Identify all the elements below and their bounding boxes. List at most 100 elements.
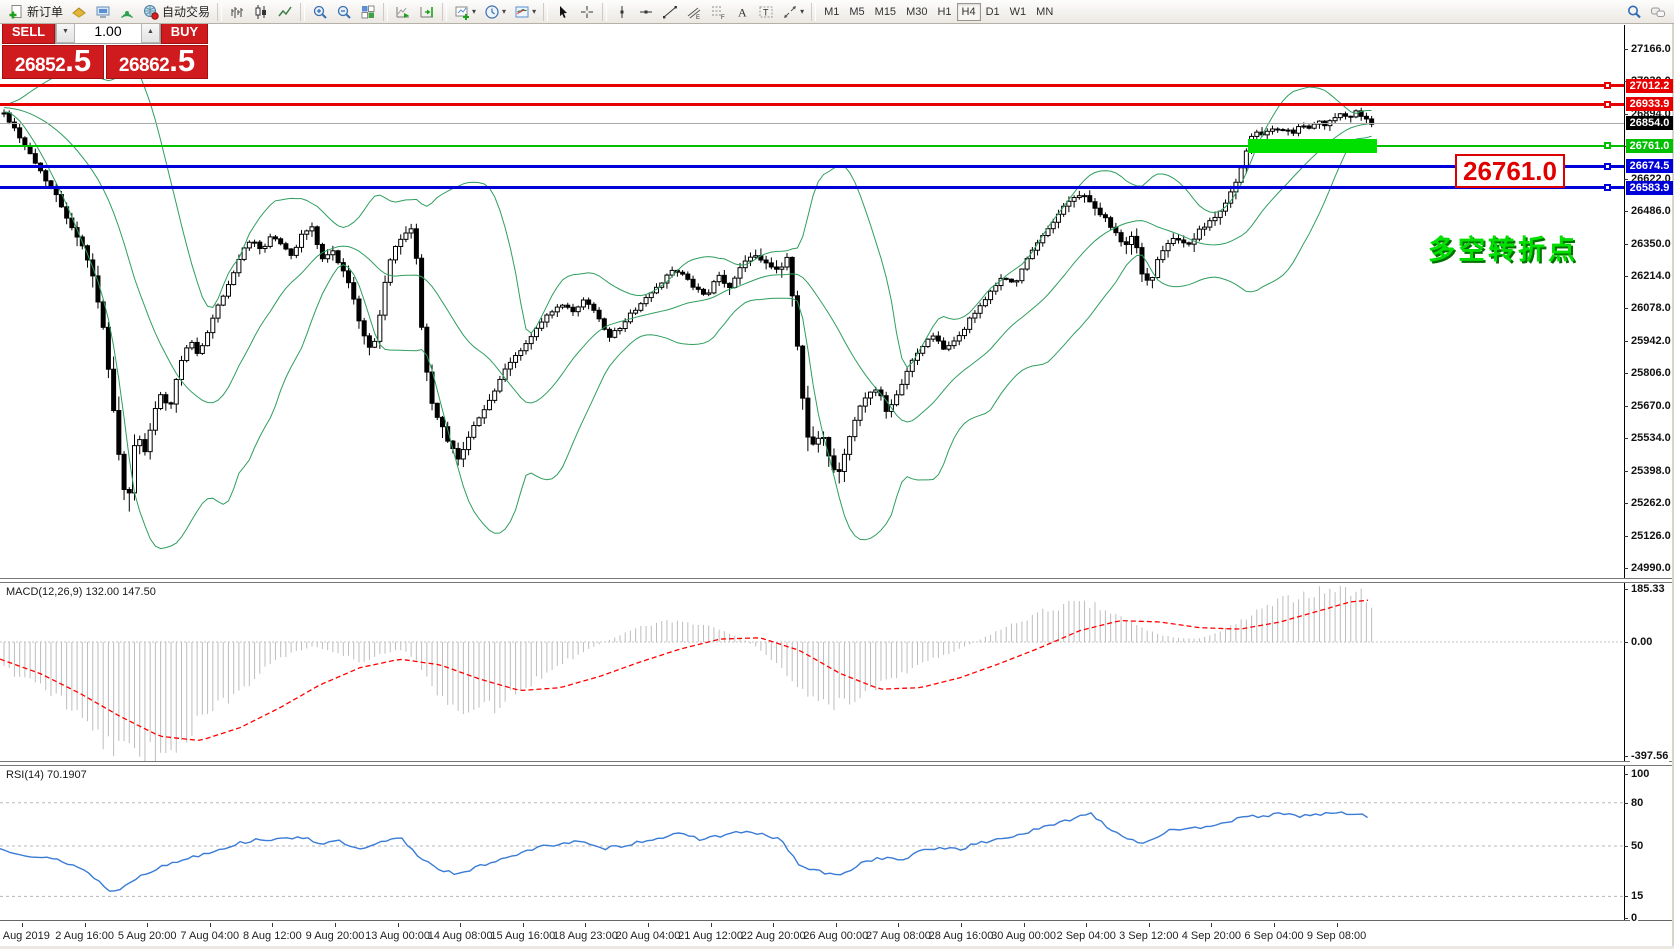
- templates-button[interactable]: ▾: [510, 2, 540, 22]
- candle-body: [147, 429, 153, 453]
- horizontal-line-26583.9[interactable]: [0, 186, 1624, 190]
- candle-body: [1071, 197, 1077, 202]
- candle-body: [1332, 117, 1338, 122]
- candle-body: [476, 417, 482, 427]
- timeframe-m30-button[interactable]: M30: [906, 5, 928, 18]
- time-axis-tick: [1148, 923, 1150, 927]
- separator-main-macd[interactable]: [0, 578, 1674, 583]
- channel-button[interactable]: E: [682, 2, 706, 22]
- tile-windows-button[interactable]: [356, 2, 380, 22]
- candle-chart-button[interactable]: [249, 2, 273, 22]
- candle-body: [1207, 220, 1213, 228]
- timeframe-group: M1 M5 M15 M30 H1 H4 D1 W1 MN: [819, 1, 1058, 23]
- layouts-button[interactable]: [67, 2, 91, 22]
- chart-window[interactable]: 27166.027030.026894.026758.026622.026486…: [0, 25, 1674, 949]
- timeframe-m1-button[interactable]: M1: [824, 5, 840, 18]
- new-order-label: 新订单: [27, 5, 64, 19]
- candle-body: [502, 368, 508, 380]
- templates-caret-icon[interactable]: ▾: [532, 7, 537, 16]
- timeframe-m5-button[interactable]: M5: [849, 5, 865, 18]
- horizontal-line-27012.2[interactable]: [0, 84, 1624, 88]
- text-label-button[interactable]: T: [754, 2, 778, 22]
- timeframe-m15-button[interactable]: M15: [874, 5, 897, 18]
- line-marker[interactable]: [1604, 142, 1611, 150]
- terminal-icon: [95, 4, 111, 20]
- current-price-line: [0, 123, 1624, 125]
- time-axis-label: 18 Aug 23:00: [552, 930, 618, 942]
- new-order-icon: [8, 4, 24, 20]
- zoom-in-button[interactable]: [308, 2, 332, 22]
- horizontal-line-26933.9[interactable]: [0, 102, 1624, 106]
- annotation-text-cn: 多空转折点: [1428, 235, 1578, 265]
- candle-body: [1202, 226, 1208, 230]
- candle-body: [638, 303, 644, 311]
- text-button[interactable]: A: [730, 2, 754, 22]
- candle-body: [356, 298, 362, 322]
- price-callout-box[interactable]: 26761.0: [1455, 154, 1565, 188]
- separator-macd-rsi[interactable]: [0, 761, 1674, 766]
- new-order-button[interactable]: 新订单: [4, 2, 67, 22]
- candle-body: [805, 397, 811, 438]
- rsi-plot[interactable]: [0, 766, 1624, 920]
- buy-price[interactable]: 26862 .5: [106, 45, 208, 79]
- channel-icon: E: [686, 4, 702, 20]
- candle-body: [398, 238, 404, 247]
- terminal-button[interactable]: [91, 2, 115, 22]
- trendline-button[interactable]: [658, 2, 682, 22]
- macd-plot[interactable]: [0, 583, 1624, 761]
- candle-body: [361, 320, 367, 337]
- bar-chart-button[interactable]: [225, 2, 249, 22]
- trendline-icon: [662, 4, 678, 20]
- vline-button[interactable]: [610, 2, 634, 22]
- auto-scroll-button[interactable]: [391, 2, 415, 22]
- line-marker[interactable]: [1604, 100, 1611, 108]
- arrows-button[interactable]: ▾: [778, 2, 808, 22]
- fibonacci-icon: F: [710, 4, 726, 20]
- autotrading-button[interactable]: 自动交易: [139, 2, 214, 22]
- horizontal-line-26674.5[interactable]: [0, 164, 1624, 168]
- periods-clock-caret-icon[interactable]: ▾: [502, 7, 507, 16]
- chat-button[interactable]: [1646, 2, 1670, 22]
- line-chart-button[interactable]: [273, 2, 297, 22]
- price-axis-tick: [1624, 567, 1628, 569]
- support-zone-highlight[interactable]: [1248, 138, 1377, 153]
- periods-clock-button[interactable]: ▾: [480, 2, 510, 22]
- fibonacci-button[interactable]: F: [706, 2, 730, 22]
- time-axis-label: 2 Aug 16:00: [55, 930, 114, 942]
- zoom-out-button[interactable]: [332, 2, 356, 22]
- new-chart-caret-icon[interactable]: ▾: [472, 7, 477, 16]
- candle-body: [523, 343, 529, 352]
- candle-body: [455, 448, 461, 460]
- timeframe-w1-button[interactable]: W1: [1009, 5, 1027, 18]
- auto-scroll-icon: [395, 4, 411, 20]
- buy-price-big: .5: [169, 43, 196, 78]
- candle-body: [460, 449, 466, 460]
- search-button[interactable]: [1622, 2, 1646, 22]
- macd-axis-tick: [1624, 755, 1628, 757]
- signals-button[interactable]: [115, 2, 139, 22]
- time-axis-label: 1 Aug 2019: [0, 930, 50, 942]
- candle-body: [335, 250, 341, 264]
- crosshair-button[interactable]: [575, 2, 599, 22]
- timeframe-h4-button[interactable]: H4: [956, 2, 981, 21]
- candle-body: [1097, 207, 1103, 216]
- candle-body: [1, 112, 7, 115]
- text-label-icon: T: [758, 4, 774, 20]
- main-plot[interactable]: [0, 25, 1624, 578]
- timeframe-mn-button[interactable]: MN: [1036, 5, 1054, 18]
- horizontal-line-26761.0[interactable]: [0, 144, 1624, 147]
- timeframe-d1-button[interactable]: D1: [985, 5, 1000, 18]
- arrows-caret-icon[interactable]: ▾: [800, 7, 805, 16]
- line-marker[interactable]: [1604, 184, 1611, 192]
- sell-price[interactable]: 26852 .5: [2, 45, 104, 79]
- candle-body: [883, 395, 889, 412]
- timeframe-h1-button[interactable]: H1: [937, 5, 952, 18]
- line-marker[interactable]: [1604, 162, 1611, 170]
- cursor-button[interactable]: [551, 2, 575, 22]
- chart-shift-button[interactable]: [415, 2, 439, 22]
- candle-body: [1144, 273, 1150, 281]
- hline-button[interactable]: [634, 2, 658, 22]
- line-marker[interactable]: [1604, 82, 1611, 90]
- volume-input[interactable]: 1.00: [94, 23, 122, 39]
- new-chart-button[interactable]: ▾: [450, 2, 480, 22]
